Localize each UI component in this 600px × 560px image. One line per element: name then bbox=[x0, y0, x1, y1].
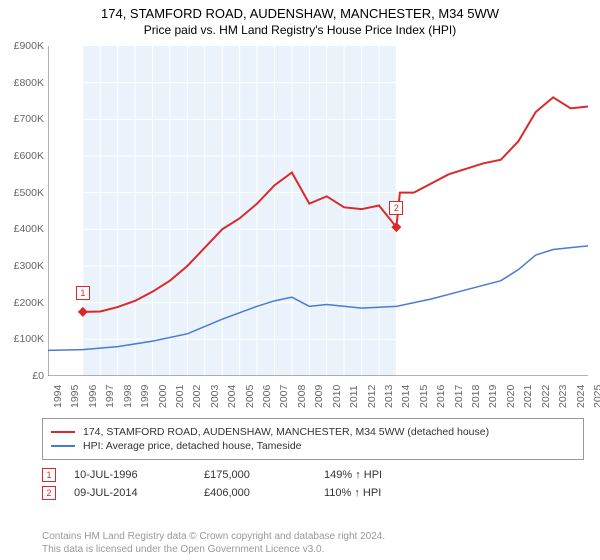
y-axis-label: £300K bbox=[4, 260, 44, 272]
x-axis-label: 2012 bbox=[366, 385, 378, 408]
y-axis-label: £800K bbox=[4, 77, 44, 89]
sale-marker-label: 2 bbox=[389, 201, 403, 215]
sale-marker-label: 1 bbox=[76, 286, 90, 300]
x-axis-label: 2003 bbox=[209, 385, 221, 408]
y-axis-label: £100K bbox=[4, 333, 44, 345]
sale-row: 1 10-JUL-1996 £175,000 149% ↑ HPI bbox=[42, 468, 566, 482]
legend-swatch bbox=[51, 431, 75, 433]
x-axis-label: 1999 bbox=[139, 385, 151, 408]
x-axis-label: 2001 bbox=[174, 385, 186, 408]
y-axis-label: £900K bbox=[4, 40, 44, 52]
chart-subtitle: Price paid vs. HM Land Registry's House … bbox=[0, 21, 600, 37]
x-axis-label: 2019 bbox=[487, 385, 499, 408]
x-axis-label: 2022 bbox=[540, 385, 552, 408]
chart-container: 174, STAMFORD ROAD, AUDENSHAW, MANCHESTE… bbox=[0, 0, 600, 560]
y-axis-label: £0 bbox=[4, 370, 44, 382]
sale-row: 2 09-JUL-2014 £406,000 110% ↑ HPI bbox=[42, 486, 566, 500]
y-axis-label: £200K bbox=[4, 297, 44, 309]
x-axis-label: 2007 bbox=[278, 385, 290, 408]
x-axis-label: 2013 bbox=[383, 385, 395, 408]
y-axis-label: £700K bbox=[4, 113, 44, 125]
y-axis-label: £500K bbox=[4, 187, 44, 199]
legend-label: HPI: Average price, detached house, Tame… bbox=[83, 440, 302, 452]
y-axis-label: £400K bbox=[4, 223, 44, 235]
x-axis-label: 2009 bbox=[313, 385, 325, 408]
x-axis-label: 2014 bbox=[400, 385, 412, 408]
sale-date: 09-JUL-2014 bbox=[74, 487, 204, 499]
x-axis-label: 2020 bbox=[505, 385, 517, 408]
sale-delta: 110% ↑ HPI bbox=[324, 487, 381, 499]
footer-line: This data is licensed under the Open Gov… bbox=[42, 544, 324, 555]
x-axis-label: 2024 bbox=[575, 385, 587, 408]
legend-swatch bbox=[51, 445, 75, 447]
legend-item: 174, STAMFORD ROAD, AUDENSHAW, MANCHESTE… bbox=[51, 426, 575, 438]
x-axis-label: 2000 bbox=[157, 385, 169, 408]
legend: 174, STAMFORD ROAD, AUDENSHAW, MANCHESTE… bbox=[42, 418, 584, 460]
sale-marker-box: 2 bbox=[42, 486, 56, 500]
sale-date: 10-JUL-1996 bbox=[74, 469, 204, 481]
x-axis-label: 2025 bbox=[592, 385, 600, 408]
plot-area bbox=[48, 46, 588, 376]
x-axis-label: 1995 bbox=[69, 385, 81, 408]
x-axis-label: 2005 bbox=[244, 385, 256, 408]
x-axis-label: 1998 bbox=[122, 385, 134, 408]
x-axis-label: 2016 bbox=[435, 385, 447, 408]
x-axis-label: 2017 bbox=[453, 385, 465, 408]
x-axis-label: 1994 bbox=[52, 385, 64, 408]
y-axis-label: £600K bbox=[4, 150, 44, 162]
x-axis-label: 2011 bbox=[348, 385, 360, 408]
x-axis-label: 2018 bbox=[470, 385, 482, 408]
sale-delta: 149% ↑ HPI bbox=[324, 469, 382, 481]
legend-item: HPI: Average price, detached house, Tame… bbox=[51, 440, 575, 452]
x-axis-label: 1997 bbox=[104, 385, 116, 408]
sale-price: £175,000 bbox=[204, 469, 324, 481]
sales-table: 1 10-JUL-1996 £175,000 149% ↑ HPI 2 09-J… bbox=[42, 464, 566, 504]
chart-title: 174, STAMFORD ROAD, AUDENSHAW, MANCHESTE… bbox=[0, 0, 600, 21]
x-axis-label: 2010 bbox=[331, 385, 343, 408]
footer: Contains HM Land Registry data © Crown c… bbox=[42, 530, 566, 556]
sale-marker-box: 1 bbox=[42, 468, 56, 482]
x-axis-label: 1996 bbox=[87, 385, 99, 408]
x-axis-label: 2006 bbox=[261, 385, 273, 408]
x-axis-label: 2015 bbox=[418, 385, 430, 408]
x-axis-label: 2002 bbox=[191, 385, 203, 408]
legend-label: 174, STAMFORD ROAD, AUDENSHAW, MANCHESTE… bbox=[83, 426, 489, 438]
footer-line: Contains HM Land Registry data © Crown c… bbox=[42, 531, 385, 542]
x-axis-label: 2023 bbox=[557, 385, 569, 408]
x-axis-label: 2021 bbox=[522, 385, 534, 408]
x-axis-label: 2004 bbox=[226, 385, 238, 408]
x-axis-label: 2008 bbox=[296, 385, 308, 408]
sale-price: £406,000 bbox=[204, 487, 324, 499]
